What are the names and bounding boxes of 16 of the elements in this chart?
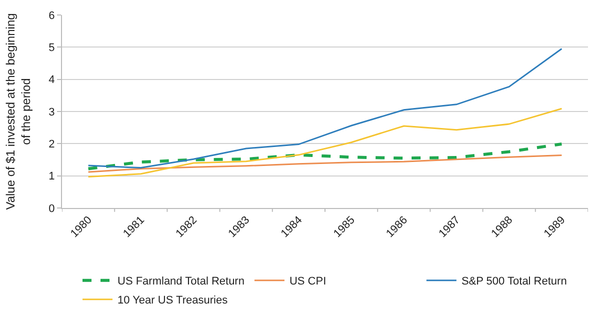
legend-label: S&P 500 Total Return	[461, 276, 567, 288]
line-series	[88, 108, 562, 178]
y-tick-label: 1	[48, 170, 55, 183]
y-axis-title: Value of $1 invested at the beginning of the period	[3, 13, 33, 210]
y-tick-label: 2	[48, 138, 55, 151]
legend-label: US CPI	[289, 276, 326, 288]
legend-label: US Farmland Total Return	[118, 276, 244, 288]
line-series	[88, 48, 562, 169]
y-tick-label: 5	[48, 42, 55, 54]
y-tick-label: 6	[48, 10, 55, 22]
legend-label: 10 Year US Treasuries	[118, 294, 228, 307]
line-series	[86, 142, 564, 170]
y-tick-label: 3	[48, 106, 55, 118]
y-tick-label: 4	[48, 74, 55, 86]
line-series	[88, 154, 562, 173]
y-tick-label: 0	[48, 202, 55, 215]
